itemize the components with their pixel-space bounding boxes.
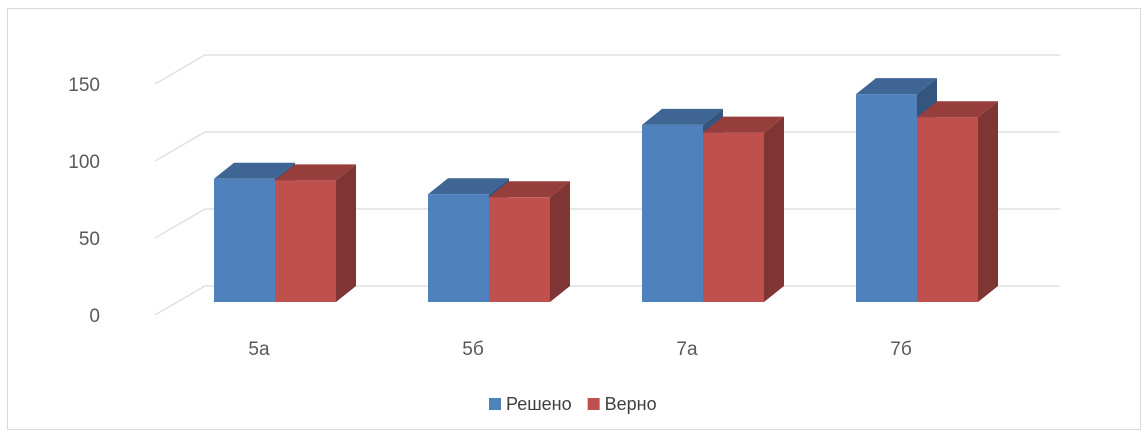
y-tick-label: 0 [89, 306, 100, 327]
x-tick-label: 7а [676, 339, 698, 360]
legend-label: Решено [506, 394, 572, 414]
y-tick-label: 100 [68, 152, 100, 173]
x-tick-label: 5а [248, 339, 270, 360]
x-tick-label: 7б [890, 339, 912, 360]
bar [917, 101, 998, 302]
bar [703, 116, 784, 302]
y-axis-ticks: 0 50 100 150 [68, 75, 100, 327]
legend-label: Верно [605, 394, 657, 414]
gridline [154, 54, 1060, 85]
x-axis-ticks: 5а 5б 7а 7б [248, 339, 911, 360]
legend-swatch [489, 398, 501, 410]
legend: Решено Верно [489, 394, 657, 414]
legend-swatch [587, 398, 600, 410]
bars [214, 78, 998, 303]
bar [489, 181, 570, 302]
y-tick-label: 150 [68, 75, 100, 96]
y-tick-label: 50 [79, 229, 100, 250]
x-tick-label: 5б [462, 339, 484, 360]
bar [275, 164, 356, 302]
